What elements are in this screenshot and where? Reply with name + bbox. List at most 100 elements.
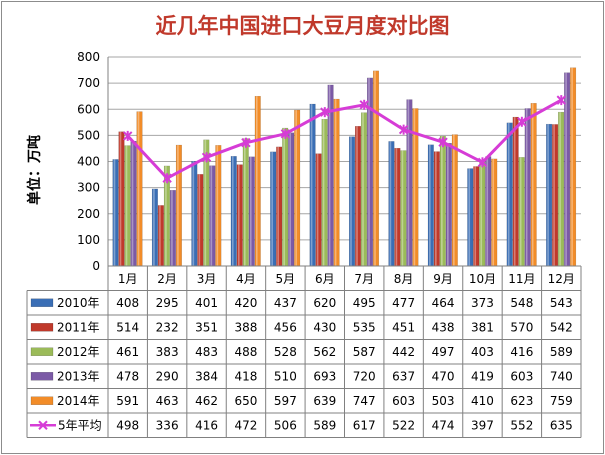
bar	[518, 157, 525, 267]
bar-highlight	[204, 139, 207, 266]
bar	[361, 112, 368, 267]
bar	[309, 103, 316, 267]
data-label: 570	[510, 320, 533, 334]
data-label: 418	[235, 369, 258, 383]
data-label: 637	[392, 369, 415, 383]
bar-highlight	[447, 143, 449, 266]
bar	[473, 166, 480, 267]
data-label: 420	[235, 296, 258, 310]
bar	[175, 144, 182, 267]
average-point	[556, 95, 566, 106]
data-label: 693	[313, 369, 336, 383]
data-label: 535	[353, 320, 376, 334]
bar-highlight	[131, 141, 134, 266]
bar-highlight	[429, 144, 431, 266]
data-label: 461	[116, 345, 139, 359]
data-label: 552	[510, 418, 533, 432]
bar-highlight	[316, 153, 319, 266]
bar	[191, 161, 198, 267]
bar	[485, 156, 492, 267]
x-tick-label: 6月	[315, 272, 335, 286]
bar-highlight	[395, 148, 398, 266]
bar	[136, 111, 143, 267]
bar-highlight	[441, 136, 443, 266]
chart-title: 近几年中国进口大豆月度对比图	[155, 14, 450, 38]
bar	[564, 72, 571, 267]
data-label: 474	[432, 418, 455, 432]
data-label: 747	[353, 394, 376, 408]
data-label: 437	[274, 296, 297, 310]
legend-swatch	[30, 347, 54, 356]
average-point	[241, 137, 251, 148]
data-label: 472	[235, 418, 258, 432]
data-label: 495	[353, 296, 376, 310]
bar	[169, 190, 176, 267]
data-label: 759	[550, 394, 573, 408]
y-tick-label: 600	[77, 102, 100, 116]
bar	[546, 123, 553, 267]
x-tick-label: 8月	[394, 272, 414, 286]
data-label: 503	[432, 394, 455, 408]
bar	[242, 138, 249, 267]
data-label: 603	[392, 394, 415, 408]
data-label: 589	[550, 345, 573, 359]
bar-highlight	[453, 134, 455, 266]
data-label: 381	[471, 320, 494, 334]
data-label: 483	[195, 345, 218, 359]
bar	[157, 205, 164, 267]
bar-highlight	[407, 99, 410, 267]
bar-highlight	[113, 159, 116, 266]
data-label: 419	[471, 369, 494, 383]
data-label: 498	[116, 418, 139, 432]
data-label: 463	[156, 394, 179, 408]
y-tick-label: 800	[77, 50, 100, 64]
x-tick-label: 5月	[276, 272, 296, 286]
data-label: 591	[116, 394, 139, 408]
data-label: 438	[432, 320, 455, 334]
data-label: 603	[510, 369, 533, 383]
bar-highlight	[289, 132, 291, 266]
data-label: 462	[195, 394, 218, 408]
bar	[276, 146, 283, 267]
bar-highlight	[531, 103, 534, 267]
bar	[209, 165, 216, 267]
data-label: 290	[156, 369, 179, 383]
data-label: 478	[116, 369, 139, 383]
bar-highlight	[513, 117, 516, 267]
bar-highlight	[525, 108, 528, 266]
bar	[151, 188, 158, 267]
x-tick-label: 4月	[236, 272, 256, 286]
bar-highlight	[547, 124, 549, 266]
data-label: 542	[550, 320, 573, 334]
bar	[321, 118, 328, 267]
data-label: 384	[195, 369, 218, 383]
bar	[215, 145, 222, 267]
x-tick-label: 1月	[118, 272, 138, 286]
data-label: 510	[274, 369, 297, 383]
bar	[439, 135, 446, 267]
data-label: 528	[274, 345, 297, 359]
data-label: 587	[353, 345, 376, 359]
average-point	[359, 99, 369, 110]
x-tick-label: 2月	[157, 272, 177, 286]
bar	[333, 98, 340, 267]
bar-highlight	[480, 160, 483, 266]
y-tick-label: 0	[92, 259, 100, 273]
legend-swatch	[30, 372, 54, 381]
legend-label: 2011年	[57, 320, 100, 334]
data-label: 589	[313, 418, 336, 432]
bar-highlight	[401, 150, 404, 266]
bar-highlight	[368, 77, 370, 267]
bar-highlight	[519, 157, 522, 266]
bar-highlight	[159, 205, 161, 266]
data-label: 650	[235, 394, 258, 408]
y-tick-label: 500	[77, 128, 100, 142]
data-label: 506	[274, 418, 297, 432]
data-label: 543	[550, 296, 573, 310]
average-point	[477, 157, 488, 168]
data-label: 464	[432, 296, 455, 310]
x-tick-label: 3月	[197, 272, 217, 286]
legend-swatch	[30, 298, 54, 307]
bar-highlight	[237, 164, 240, 266]
